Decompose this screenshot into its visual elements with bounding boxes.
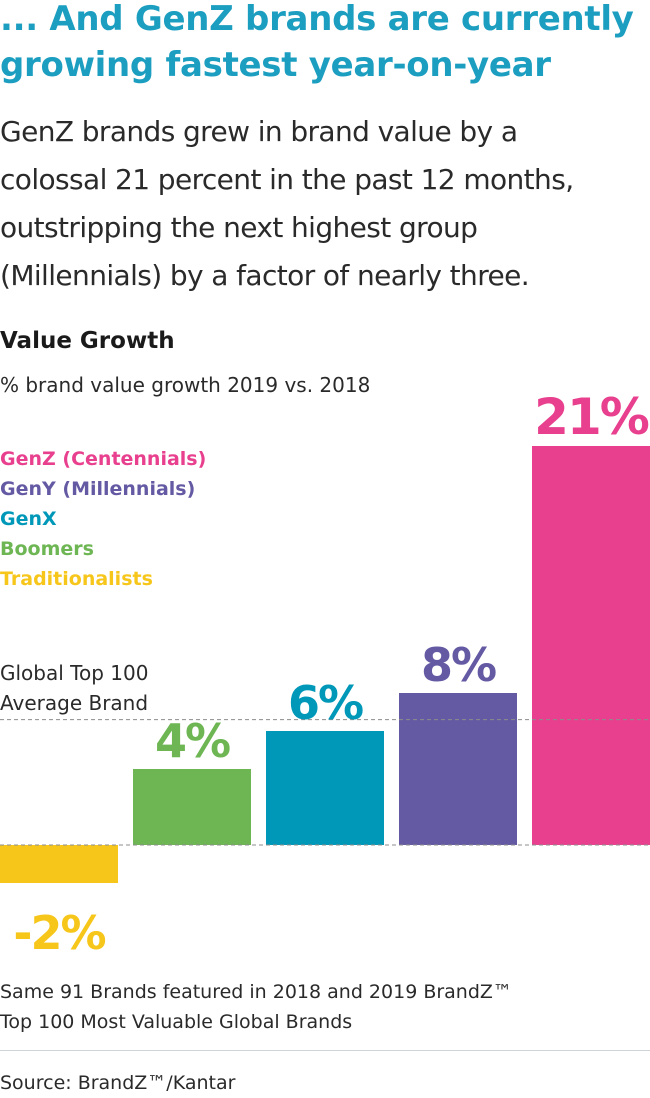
data-label-traditionalists: -2%: [13, 906, 105, 960]
data-label-genz-centennials: 21%: [534, 388, 649, 446]
page-title: ... And GenZ brands are currently growin…: [0, 0, 650, 88]
footnote-line-1: Same 91 Brands featured in 2018 and 2019…: [0, 981, 512, 1003]
chart-legend: GenZ (Centennials) GenY (Millennials) Ge…: [0, 444, 206, 594]
bar-genz-centennials: [532, 446, 650, 845]
source-credit: Source: BrandZ™/Kantar: [0, 1072, 236, 1094]
footnote-line-2: Top 100 Most Valuable Global Brands: [0, 1011, 353, 1033]
bar-traditionalists: [0, 845, 118, 883]
title-line-1: ... And GenZ brands are currently: [0, 0, 634, 39]
reference-label-line-1: Global Top 100: [0, 661, 149, 685]
data-label-genx: 6%: [288, 676, 363, 730]
reference-line-label: Global Top 100 Average Brand: [0, 658, 148, 718]
bar-genx: [266, 731, 384, 845]
legend-item-traditionalists: Traditionalists: [0, 568, 153, 590]
bar-boomers: [133, 769, 251, 845]
intro-line-3: outstripping the next highest group: [0, 211, 478, 244]
legend-item-genx: GenX: [0, 508, 57, 530]
chart-footnote: Same 91 Brands featured in 2018 and 2019…: [0, 977, 650, 1037]
chart-subtitle: % brand value growth 2019 vs. 2018: [0, 373, 371, 397]
legend-item-boomers: Boomers: [0, 538, 94, 560]
data-label-boomers: 4%: [155, 714, 230, 768]
reference-label-line-2: Average Brand: [0, 691, 149, 715]
bar-geny-millennials: [399, 693, 517, 845]
intro-line-2: colossal 21 percent in the past 12 month…: [0, 163, 574, 196]
legend-item-geny: GenY (Millennials): [0, 478, 196, 500]
intro-text: GenZ brands grew in brand value by a col…: [0, 108, 650, 300]
data-label-geny-millennials: 8%: [421, 638, 496, 692]
legend-item-genz: GenZ (Centennials): [0, 448, 207, 470]
intro-line-4: (Millennials) by a factor of nearly thre…: [0, 259, 530, 292]
footer-divider: [0, 1050, 650, 1051]
intro-line-1: GenZ brands grew in brand value by a: [0, 115, 518, 148]
chart-title: Value Growth: [0, 328, 175, 354]
title-line-2: growing fastest year-on-year: [0, 45, 551, 85]
